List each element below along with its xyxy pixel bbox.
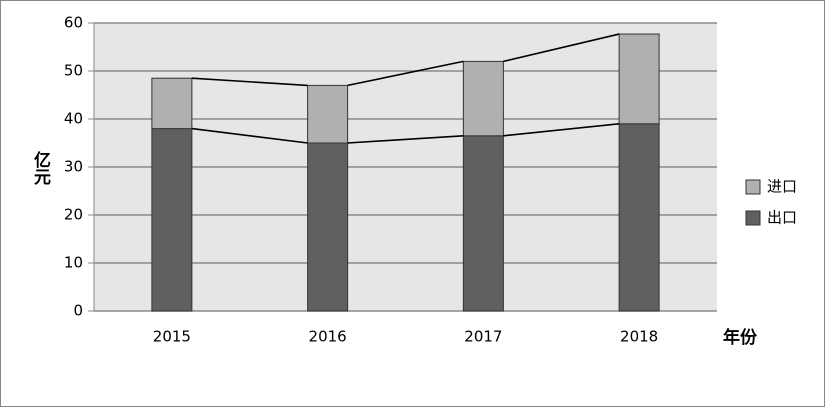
y-tick-label: 30 — [64, 158, 83, 176]
y-tick-label: 60 — [64, 14, 83, 32]
bar-segment — [307, 84, 349, 144]
bar-segment — [151, 77, 193, 130]
x-tick-label: 2015 — [153, 328, 191, 346]
y-tick-label: 10 — [64, 254, 83, 272]
legend-swatch — [745, 179, 761, 195]
bar-segment — [462, 60, 504, 137]
y-tick-label: 0 — [73, 302, 83, 320]
legend-label: 进口 — [767, 178, 797, 196]
y-tick-label: 40 — [64, 110, 83, 128]
y-tick-label: 20 — [64, 206, 83, 224]
series-line — [503, 33, 620, 63]
bar-segment — [618, 123, 660, 312]
legend-label: 出口 — [767, 209, 797, 227]
legend-swatch — [745, 210, 761, 226]
bar-segment — [462, 135, 504, 312]
x-axis-label: 年份 — [723, 327, 758, 348]
y-axis-label: 亿元 — [30, 150, 51, 185]
series-line — [191, 77, 308, 87]
series-line — [347, 60, 464, 87]
bar-segment — [151, 128, 193, 312]
series-line — [191, 127, 308, 144]
x-tick-label: 2018 — [620, 328, 658, 346]
series-line — [347, 135, 464, 144]
x-tick-label: 2016 — [309, 328, 347, 346]
y-tick-label: 50 — [64, 62, 83, 80]
bar-segment — [618, 33, 660, 125]
series-line — [503, 123, 620, 137]
x-tick-label: 2017 — [464, 328, 502, 346]
bar-segment — [307, 142, 349, 312]
